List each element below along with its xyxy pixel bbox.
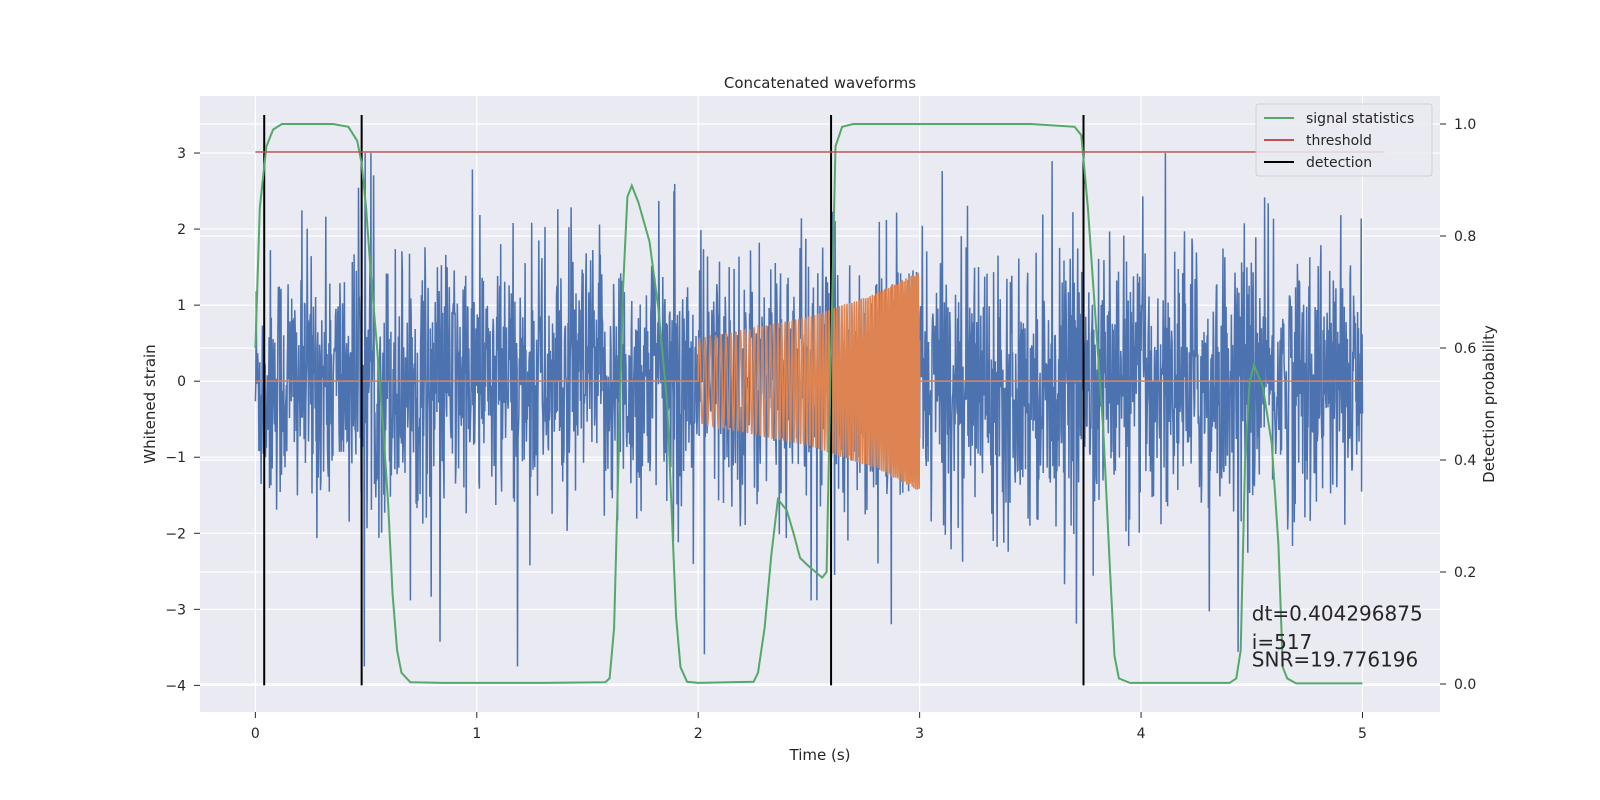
chirp-line	[255, 272, 1363, 490]
y2-tick-label: 0.2	[1454, 565, 1476, 581]
y2-tick-label: 0.0	[1454, 677, 1476, 693]
axes: 0 1 2 3 4 5 −4 −3 −2 −1 0 1 2 3 0.0 0.2 0.4 0.6 0.8 1.0	[165, 117, 1476, 742]
x-tick-label: 1	[472, 726, 481, 742]
y2-axis-label: Detection probability	[1480, 325, 1498, 483]
y-tick-label: 3	[177, 146, 186, 162]
y2-tick-label: 0.8	[1454, 229, 1476, 245]
detection-lines	[263, 115, 1085, 686]
y2-tick-label: 1.0	[1454, 117, 1476, 133]
legend-label: detection	[1306, 155, 1372, 171]
y2-tick-label: 0.4	[1454, 453, 1476, 469]
x-tick-label: 0	[251, 726, 260, 742]
signal-statistics-series	[254, 123, 1363, 685]
annotation-text: dt=0.404296875	[1252, 602, 1423, 626]
y-tick-label: −4	[165, 678, 186, 694]
x-tick-label: 2	[694, 726, 703, 742]
strain-line	[254, 152, 1364, 667]
x-tick-label: 5	[1358, 726, 1367, 742]
x-tick-label: 3	[915, 726, 924, 742]
strain-series	[254, 152, 1364, 667]
legend: signal statistics threshold detection	[1255, 103, 1433, 177]
legend-label: signal statistics	[1306, 111, 1414, 127]
legend-box	[1255, 103, 1433, 177]
annotation-text: i=517	[1252, 630, 1313, 654]
annotation-text: SNR=19.776196	[1252, 647, 1418, 671]
y-tick-label: 2	[177, 222, 186, 238]
x-tick-label: 4	[1137, 726, 1146, 742]
y-tick-label: −1	[165, 450, 186, 466]
chart-title: Concatenated waveforms	[724, 74, 916, 92]
y-tick-label: −2	[165, 526, 186, 542]
y-axis-label: Whitened strain	[141, 344, 159, 463]
y2-tick-label: 0.6	[1454, 341, 1476, 357]
signal-statistics-line	[254, 123, 1363, 685]
x-axis-label: Time (s)	[789, 746, 851, 764]
legend-label: threshold	[1306, 133, 1372, 149]
y-tick-label: 1	[177, 298, 186, 314]
y-tick-label: 0	[177, 374, 186, 390]
y-tick-label: −3	[165, 602, 186, 618]
chirp-series	[255, 272, 1363, 490]
